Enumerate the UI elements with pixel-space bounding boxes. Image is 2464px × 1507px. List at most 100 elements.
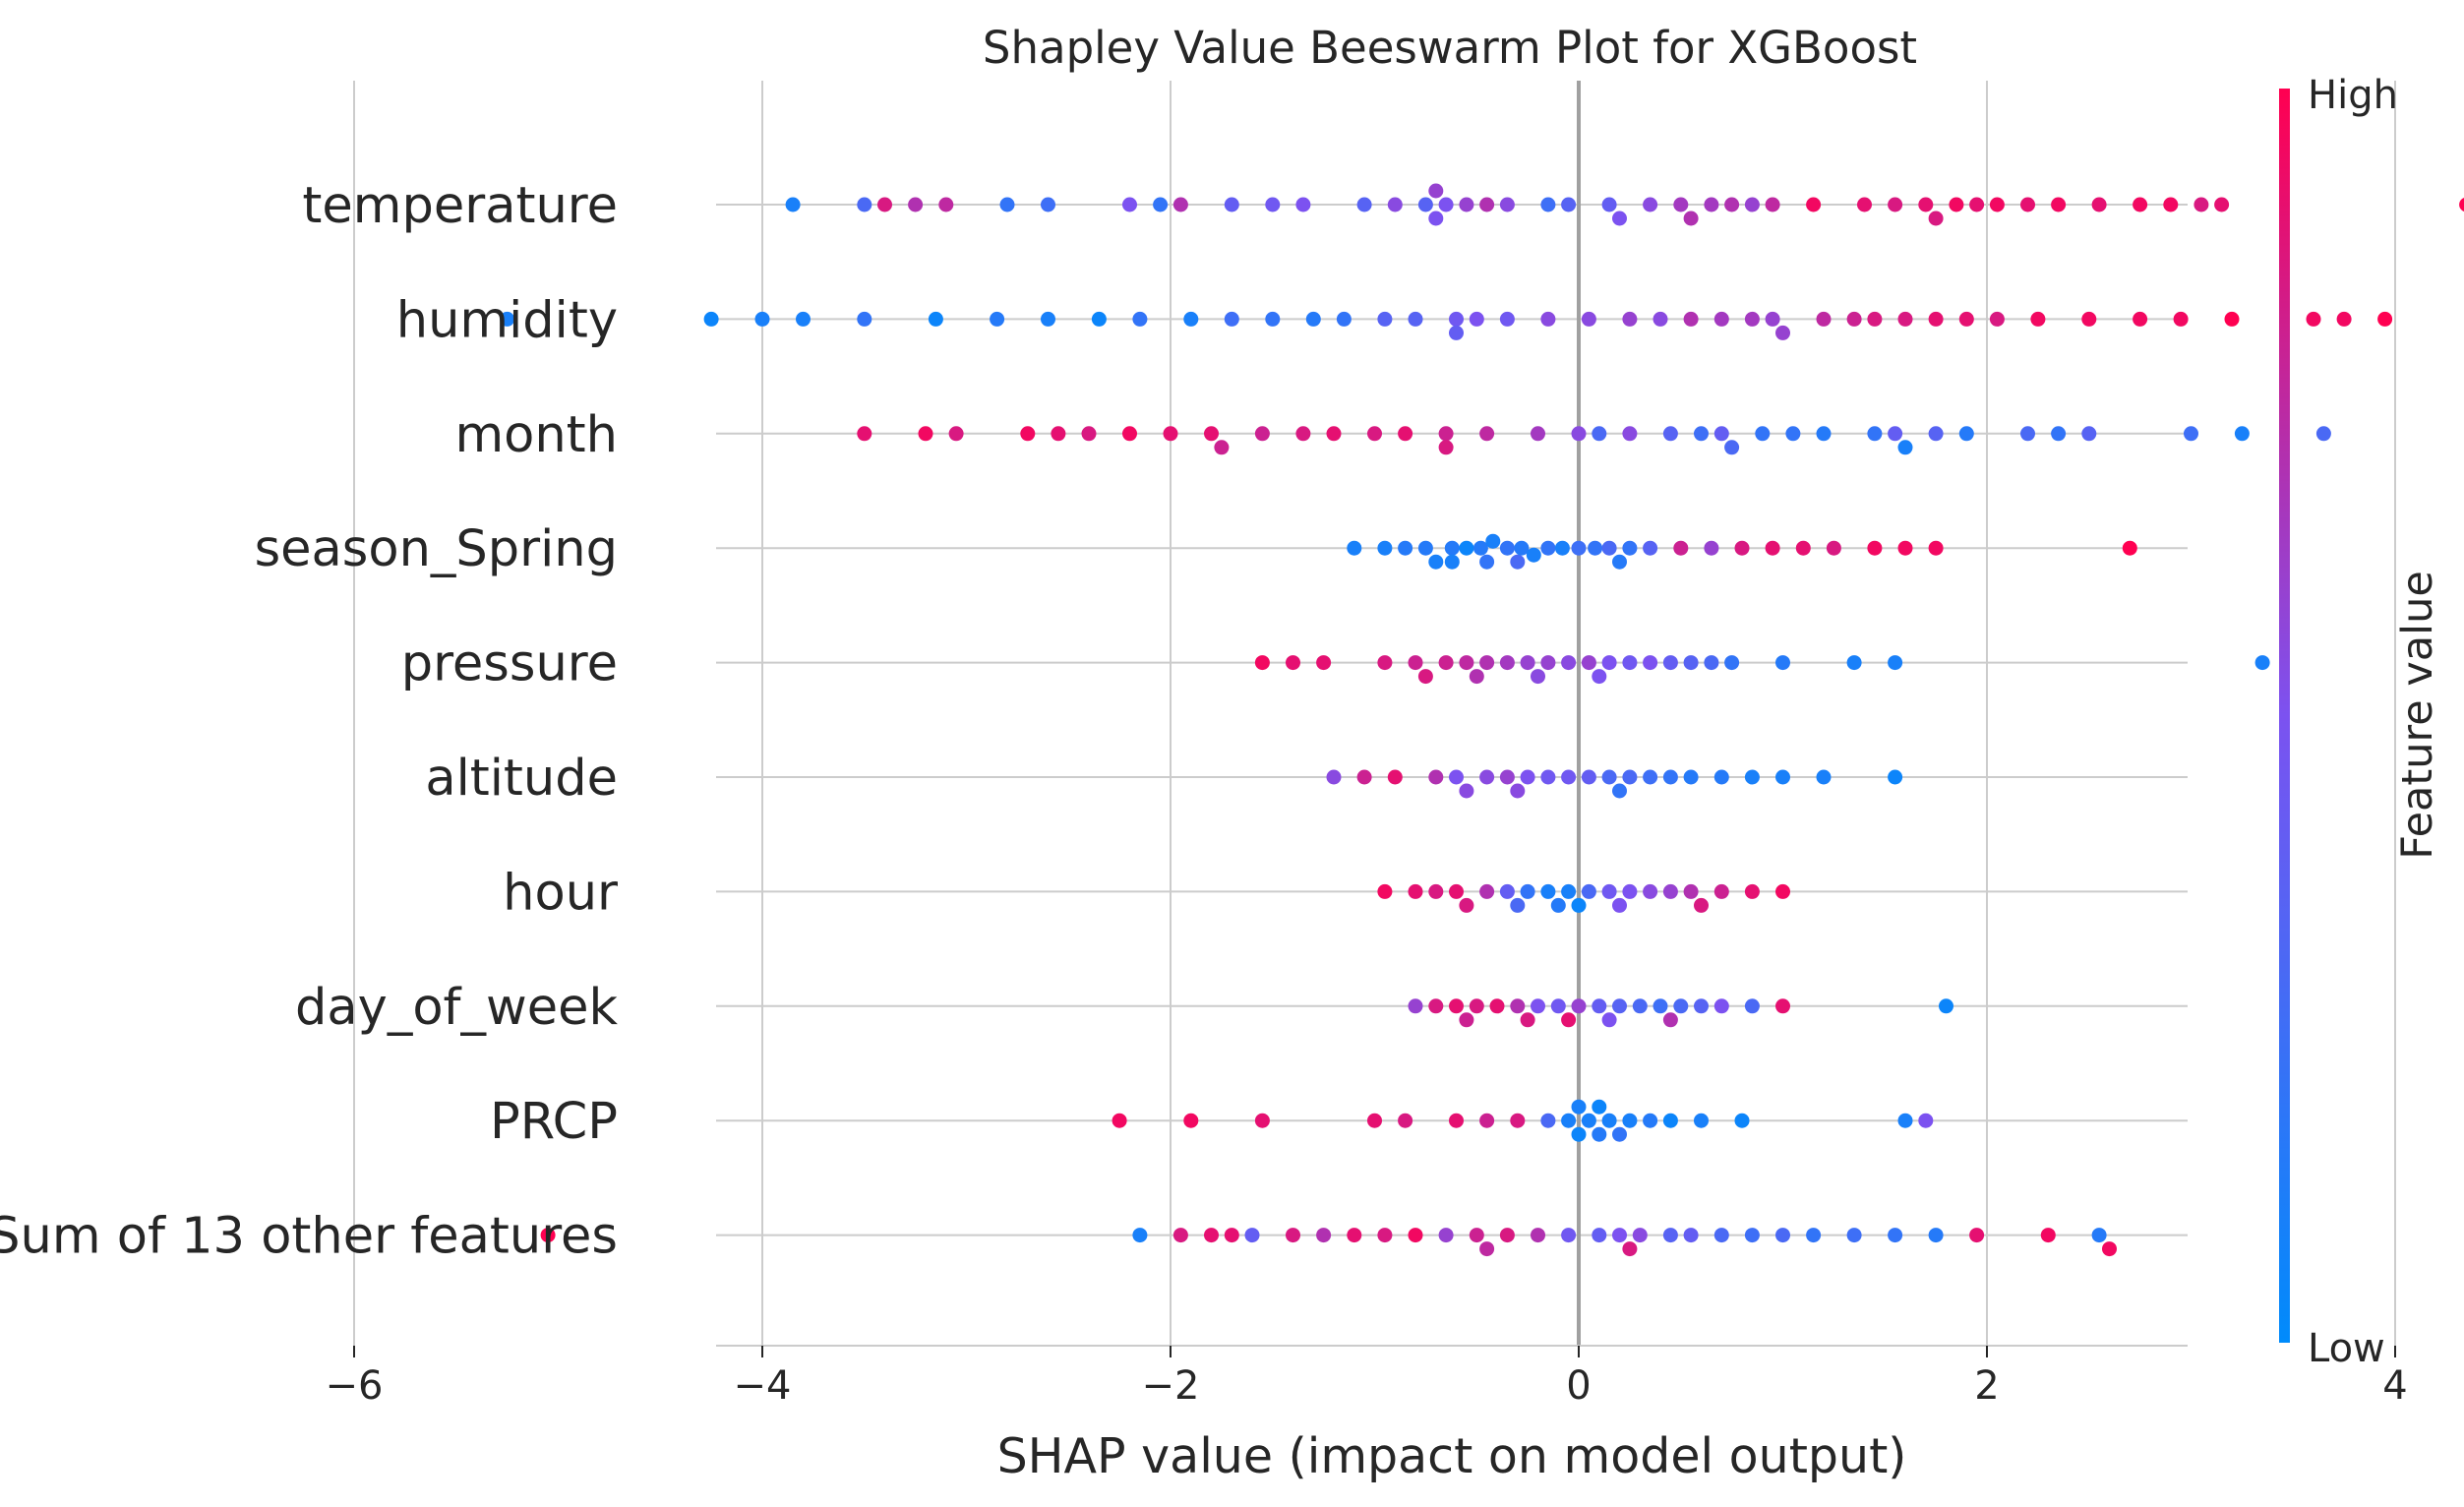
shap-point (1601, 769, 1617, 785)
shap-point (1561, 883, 1577, 899)
feature-label: hour (503, 864, 618, 922)
x-tick-label: 2 (1974, 1363, 1999, 1409)
shap-point (1775, 655, 1790, 671)
feature-label: month (454, 406, 618, 464)
shap-point (1643, 883, 1658, 899)
shap-point (1571, 998, 1587, 1014)
shap-point (1694, 1113, 1709, 1128)
shap-point (1428, 769, 1444, 785)
shap-point (1091, 311, 1107, 327)
shap-point (1204, 1228, 1219, 1243)
shap-point (1601, 197, 1617, 212)
shap-point (1683, 211, 1699, 226)
shap-point (1224, 311, 1239, 327)
feature-label: humidity (396, 291, 618, 349)
shap-point (1928, 211, 1944, 226)
shap-point (1479, 554, 1495, 570)
shap-point (2040, 1228, 2056, 1243)
shap-point (2214, 197, 2230, 212)
feature-label: temperature (302, 177, 618, 235)
shap-point (1499, 883, 1515, 899)
shap-point (1377, 540, 1393, 556)
shap-point (1499, 197, 1515, 212)
shap-point (1601, 883, 1617, 899)
shap-point (1417, 540, 1433, 556)
shap-point (1540, 769, 1556, 785)
x-tick-label: 4 (2382, 1363, 2407, 1409)
shap-point (1704, 197, 1719, 212)
shap-point (1632, 998, 1648, 1014)
shap-point (1601, 1113, 1617, 1128)
x-tick-label: −6 (326, 1363, 384, 1409)
shap-point (1153, 197, 1169, 212)
shap-point (1172, 1228, 1188, 1243)
shap-point (1643, 655, 1658, 671)
shap-point (1444, 554, 1460, 570)
shap-point (1713, 883, 1729, 899)
shap-point (1531, 426, 1545, 442)
shap-point (1510, 783, 1526, 799)
shap-point (1499, 769, 1515, 785)
shap-point (1531, 1228, 1545, 1243)
shap-point (1398, 1113, 1413, 1128)
shap-point (1643, 540, 1658, 556)
shap-point (1581, 769, 1596, 785)
shap-point (857, 311, 872, 327)
shap-point (1417, 197, 1433, 212)
shap-point (1765, 311, 1780, 327)
shap-point (1857, 197, 1872, 212)
shap-point (1888, 655, 1903, 671)
shap-point (1459, 197, 1474, 212)
shap-point (1459, 655, 1474, 671)
x-tick-label: −4 (734, 1363, 792, 1409)
shap-point (928, 311, 943, 327)
shap-point (1969, 197, 1985, 212)
shap-point (1479, 883, 1495, 899)
colorbar-high-label: High (2308, 73, 2398, 118)
shap-point (2133, 197, 2148, 212)
shap-point (1588, 540, 1603, 556)
shap-point (1744, 1228, 1760, 1243)
shap-point (2377, 311, 2393, 327)
shap-point (1581, 883, 1596, 899)
shap-point (1265, 311, 1281, 327)
shap-point (2173, 311, 2189, 327)
shap-point (754, 311, 770, 327)
shap-point (1444, 540, 1460, 556)
shap-point (1601, 540, 1617, 556)
shap-point (1326, 426, 1342, 442)
shap-point (1479, 1241, 1495, 1257)
feature-row-lines (716, 204, 2188, 1236)
shap-point (2224, 311, 2240, 327)
shap-point (1897, 540, 1913, 556)
shap-point (1713, 311, 1729, 327)
shap-point (1356, 197, 1372, 212)
shap-point (1438, 197, 1454, 212)
shap-point (1592, 1099, 1607, 1115)
shap-point (1449, 769, 1464, 785)
shap-point (2234, 426, 2250, 442)
shap-point (1643, 769, 1658, 785)
shap-point (1612, 1126, 1627, 1142)
shap-point (1520, 769, 1535, 785)
shap-point (1662, 769, 1678, 785)
shap-point (1561, 1228, 1577, 1243)
shap-point (1928, 426, 1944, 442)
shap-point (1387, 769, 1403, 785)
shap-point (1356, 769, 1372, 785)
shap-point (1662, 655, 1678, 671)
shap-point (1592, 669, 1607, 685)
shap-point (1479, 769, 1495, 785)
shap-point (1744, 311, 1760, 327)
shap-point (1816, 769, 1832, 785)
shap-point (1499, 655, 1515, 671)
shap-point (1592, 426, 1607, 442)
shap-point (2459, 197, 2464, 212)
shap-point (1479, 197, 1495, 212)
shap-point (2315, 426, 2331, 442)
shap-point (990, 311, 1005, 327)
shap-point (1499, 540, 1515, 556)
shap-point (1408, 311, 1423, 327)
shap-point (2194, 197, 2209, 212)
